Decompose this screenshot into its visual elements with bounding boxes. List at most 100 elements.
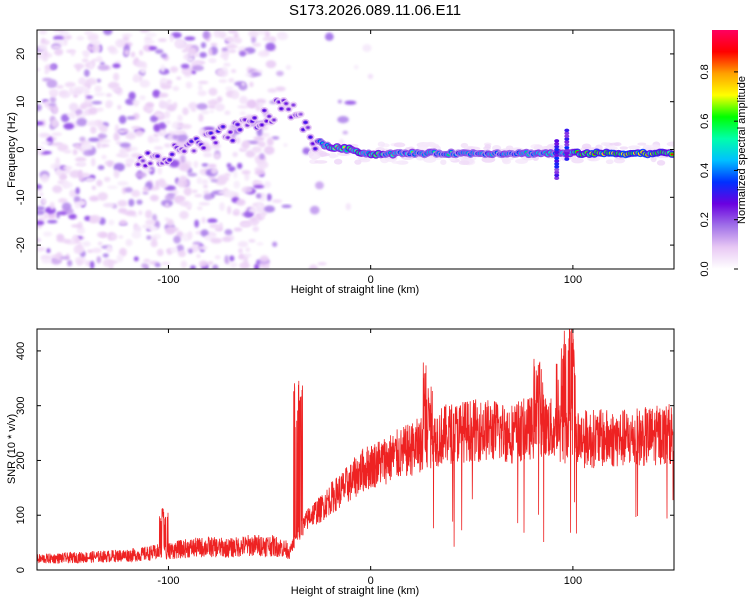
noise-blob (131, 125, 141, 130)
noise-blob (176, 230, 184, 238)
noise-blob (72, 149, 78, 156)
noise-blob (228, 78, 235, 83)
noise-blob (173, 102, 178, 108)
noise-blob (63, 239, 71, 244)
noise-blob (102, 202, 115, 208)
noise-blob (187, 172, 198, 177)
track-core (306, 126, 310, 129)
noise-blob (76, 65, 81, 72)
noise-blob (309, 205, 320, 215)
noise-blob (215, 103, 225, 112)
noise-blob (44, 69, 49, 75)
noise-blob (79, 136, 86, 142)
noise-blob (117, 104, 122, 110)
noise-blob (203, 193, 213, 201)
colorbar-tick-label: 0.4 (699, 163, 711, 178)
noise-blob (140, 68, 146, 74)
noise-blob (163, 143, 172, 148)
noise-blob (172, 86, 180, 92)
track-core (272, 118, 276, 122)
noise-blob (43, 231, 53, 237)
noise-blob (283, 143, 288, 147)
noise-blob (169, 34, 174, 42)
noise-blob (159, 128, 166, 135)
track-core (243, 118, 247, 121)
noise-blob (124, 187, 133, 193)
noise-blob (89, 62, 94, 70)
noise-blob (184, 36, 196, 41)
noise-blob (61, 165, 73, 170)
noise-blob (198, 83, 203, 92)
noise-blob (113, 72, 120, 81)
noise-blob (52, 185, 63, 194)
noise-blob (90, 44, 101, 53)
noise-blob (221, 47, 228, 52)
noise-blob (49, 96, 57, 104)
noise-blob (139, 79, 151, 88)
noise-blob (165, 120, 171, 125)
noise-blob (125, 98, 136, 106)
noise-blob (62, 180, 69, 189)
noise-blob (89, 215, 102, 224)
noise-blob (125, 239, 133, 247)
noise-blob (128, 91, 136, 100)
noise-blob (315, 181, 324, 190)
noise-blob (43, 212, 49, 220)
noise-blob (70, 50, 75, 57)
noise-blob (179, 154, 186, 164)
noise-blob (38, 192, 44, 196)
noise-blob (207, 218, 218, 224)
track-core (277, 100, 281, 104)
noise-blob (248, 30, 260, 38)
track-core (262, 109, 266, 112)
noise-blob (81, 50, 91, 55)
noise-blob (97, 192, 108, 201)
noise-blob (248, 207, 256, 213)
noise-blob (37, 184, 43, 190)
noise-blob (96, 55, 102, 60)
track-spur (554, 144, 560, 149)
noise-blob (89, 260, 95, 269)
noise-blob (133, 225, 142, 233)
band-halo-blob (648, 144, 661, 149)
noise-blob (103, 30, 113, 36)
noise-blob (136, 199, 143, 205)
noise-blob (259, 153, 265, 161)
noise-blob (144, 39, 155, 45)
noise-blob (113, 132, 120, 142)
noise-blob (253, 136, 265, 142)
noise-blob (214, 255, 221, 260)
noise-blob (259, 255, 269, 263)
noise-blob (138, 210, 143, 216)
y-tick-label: 20 (15, 48, 27, 60)
noise-blob (223, 62, 231, 67)
noise-blob (96, 141, 102, 149)
noise-blob (110, 233, 118, 241)
noise-blob (37, 220, 45, 226)
track-core (146, 151, 150, 155)
noise-blob (203, 189, 210, 195)
noise-blob (135, 129, 144, 137)
noise-blob (264, 30, 271, 39)
noise-blob (181, 66, 194, 75)
noise-blob (248, 239, 256, 243)
noise-blob (76, 259, 83, 266)
noise-blob (39, 30, 48, 35)
noise-blob (224, 254, 229, 264)
noise-blob (238, 248, 243, 254)
noise-blob (113, 169, 120, 179)
noise-blob (112, 63, 121, 69)
noise-blob (253, 184, 265, 189)
noise-blob (139, 95, 146, 101)
noise-blob (281, 204, 292, 208)
x-tick-label: 0 (368, 274, 374, 286)
noise-blob (102, 258, 113, 267)
y-tick-label: 100 (15, 506, 27, 524)
noise-blob (160, 183, 169, 188)
noise-blob (166, 218, 174, 227)
track-spur (564, 151, 570, 156)
band-halo-blob (600, 142, 610, 146)
noise-blob (198, 80, 209, 85)
noise-blob (185, 81, 193, 89)
